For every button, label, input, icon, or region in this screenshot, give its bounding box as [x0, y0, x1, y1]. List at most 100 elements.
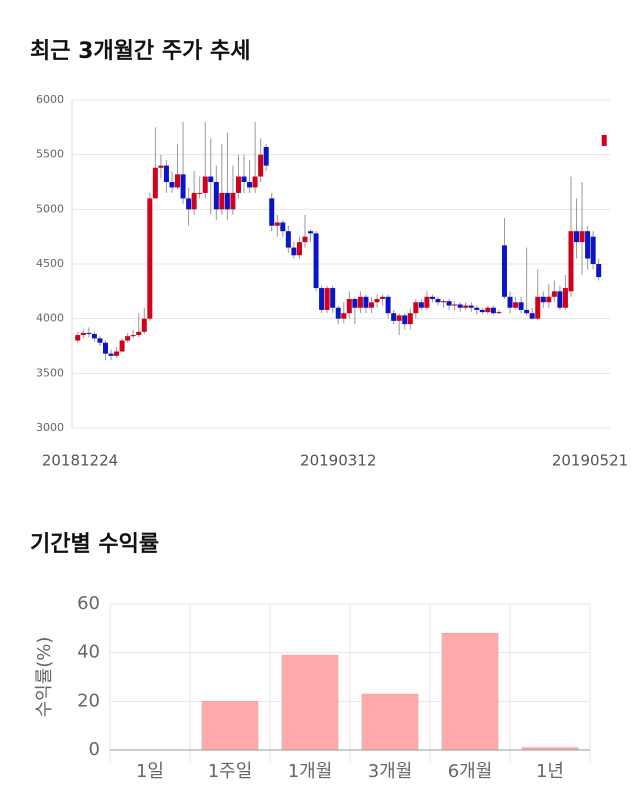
- candle-body: [247, 182, 253, 188]
- candle-body: [490, 307, 496, 314]
- candle-body: [274, 222, 280, 226]
- candle-body: [485, 307, 491, 313]
- candle-body: [463, 305, 469, 308]
- candle-body: [130, 335, 136, 337]
- candle-body: [368, 302, 374, 308]
- candle-body: [269, 198, 275, 226]
- candle-body: [263, 147, 269, 166]
- candle-body: [402, 315, 408, 325]
- bar: [441, 632, 499, 751]
- candle-body: [424, 296, 430, 308]
- candle-body: [524, 309, 530, 314]
- candle-body: [86, 332, 92, 334]
- candle-body: [346, 298, 352, 314]
- candle-body: [391, 313, 397, 321]
- candle-body: [568, 231, 574, 292]
- y-tick-label: 40: [77, 642, 100, 663]
- candle-body: [579, 231, 585, 243]
- candle-body: [319, 288, 325, 310]
- y-tick-label: 0: [89, 739, 100, 760]
- y-axis-label: 수익률(%): [34, 637, 55, 718]
- x-tick-label: 3개월: [368, 761, 413, 782]
- x-tick-label: 6개월: [448, 761, 493, 782]
- candle-body: [252, 176, 258, 188]
- candle-body: [562, 288, 568, 308]
- y-tick-label: 3500: [36, 366, 64, 379]
- candle-body: [202, 176, 208, 193]
- candle-body: [590, 236, 596, 264]
- candle-body: [468, 305, 474, 308]
- y-tick-label: 60: [77, 593, 100, 614]
- candle-body: [224, 192, 230, 210]
- candle-body: [208, 176, 214, 182]
- candle-body: [540, 296, 546, 303]
- candle-body: [380, 296, 386, 299]
- candle-body: [551, 291, 557, 297]
- candle-body: [418, 302, 424, 308]
- candle-body: [285, 231, 291, 248]
- candle-body: [507, 296, 513, 308]
- candle-body: [335, 307, 341, 319]
- candle-body: [596, 264, 602, 278]
- candle-body: [136, 331, 142, 336]
- candle-body: [513, 302, 519, 308]
- y-tick-label: 5000: [36, 202, 64, 215]
- candle-body: [535, 296, 541, 319]
- candle-body: [601, 134, 607, 146]
- candle-body: [435, 298, 441, 303]
- candle-body: [180, 174, 186, 199]
- x-tick-label: 20190521: [552, 452, 628, 470]
- candle-body: [529, 313, 535, 319]
- candle-body: [441, 301, 447, 303]
- candle-body: [352, 298, 358, 308]
- x-tick-label: 20181224: [42, 452, 118, 470]
- candle-body: [280, 222, 286, 232]
- y-tick-label: 3000: [36, 421, 64, 434]
- candle-body: [169, 182, 175, 188]
- candle-body: [213, 182, 219, 210]
- candle-body: [91, 333, 97, 339]
- candle-body: [296, 242, 302, 256]
- candle-body: [324, 288, 330, 310]
- candle-body: [302, 236, 308, 243]
- candle-body: [241, 176, 247, 182]
- candle-body: [374, 298, 380, 303]
- candle-body: [75, 335, 81, 341]
- candle-body: [496, 312, 502, 314]
- candle-body: [197, 192, 203, 194]
- bar: [361, 693, 419, 751]
- candle-body: [125, 336, 131, 341]
- candle-body: [452, 304, 458, 306]
- candle-body: [291, 247, 297, 256]
- candle-body: [341, 313, 347, 319]
- candle-body: [119, 340, 125, 352]
- candle-body: [385, 296, 391, 314]
- candle-body: [585, 231, 591, 259]
- candle-body: [191, 192, 197, 210]
- candle-body: [175, 174, 181, 188]
- candle-body: [413, 302, 419, 314]
- candle-body: [158, 165, 164, 168]
- candle-body: [501, 245, 507, 297]
- candle-body: [102, 342, 108, 354]
- candle-body: [186, 198, 192, 210]
- x-tick-label: 1개월: [288, 761, 333, 782]
- x-tick-label: 1주일: [208, 761, 253, 782]
- candle-body: [457, 304, 463, 308]
- candle-body: [357, 296, 363, 308]
- candle-body: [163, 165, 169, 182]
- candle-body: [446, 301, 452, 306]
- x-tick-label: 20190312: [300, 452, 376, 470]
- bar: [201, 701, 259, 751]
- candle-body: [330, 288, 336, 308]
- candle-body: [141, 318, 147, 332]
- candle-body: [313, 233, 319, 289]
- candle-body: [230, 192, 236, 210]
- candle-body: [147, 198, 153, 319]
- x-tick-label: 1일: [136, 761, 164, 782]
- candle-body: [152, 167, 158, 199]
- candle-body: [429, 296, 435, 299]
- candle-body: [80, 332, 86, 336]
- candle-body: [258, 154, 264, 177]
